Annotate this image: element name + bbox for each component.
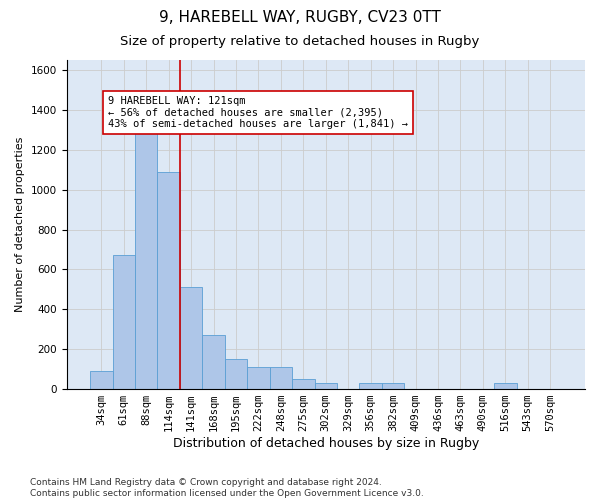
Text: Contains HM Land Registry data © Crown copyright and database right 2024.
Contai: Contains HM Land Registry data © Crown c… — [30, 478, 424, 498]
Bar — [113, 256, 135, 389]
Y-axis label: Number of detached properties: Number of detached properties — [15, 137, 25, 312]
Bar — [247, 367, 269, 389]
Bar — [359, 383, 382, 389]
Bar — [269, 367, 292, 389]
Bar — [157, 172, 180, 389]
Bar — [90, 371, 113, 389]
X-axis label: Distribution of detached houses by size in Rugby: Distribution of detached houses by size … — [173, 437, 479, 450]
Text: Size of property relative to detached houses in Rugby: Size of property relative to detached ho… — [121, 35, 479, 48]
Text: 9 HAREBELL WAY: 121sqm
← 56% of detached houses are smaller (2,395)
43% of semi-: 9 HAREBELL WAY: 121sqm ← 56% of detached… — [108, 96, 408, 129]
Bar — [180, 288, 202, 389]
Bar — [202, 335, 225, 389]
Bar — [314, 383, 337, 389]
Text: 9, HAREBELL WAY, RUGBY, CV23 0TT: 9, HAREBELL WAY, RUGBY, CV23 0TT — [159, 10, 441, 25]
Bar — [494, 383, 517, 389]
Bar — [382, 383, 404, 389]
Bar — [225, 359, 247, 389]
Bar — [135, 118, 157, 389]
Bar — [292, 379, 314, 389]
